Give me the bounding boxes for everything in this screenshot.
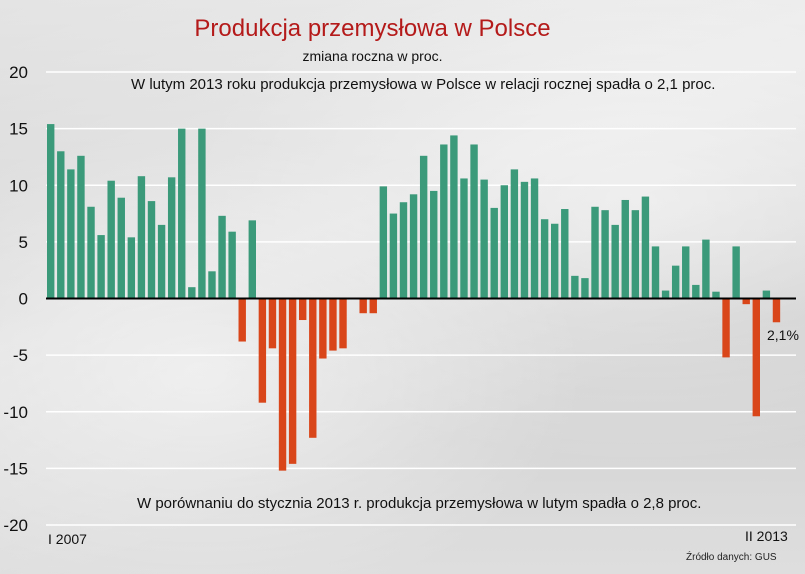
bar-positive — [661, 290, 670, 299]
bar-positive — [57, 151, 65, 299]
bar-positive — [97, 235, 105, 299]
bar-positive — [480, 179, 488, 299]
bar-positive — [107, 180, 115, 299]
bar-negative — [278, 298, 287, 471]
bar-positive — [621, 199, 629, 299]
bar-positive — [530, 178, 539, 299]
bar-negative — [268, 298, 277, 349]
bar-positive — [671, 265, 680, 299]
bar-negative — [742, 298, 750, 305]
bar-positive — [591, 206, 599, 299]
bar-positive — [732, 246, 740, 299]
bar-positive — [248, 220, 256, 299]
bar-negative — [752, 298, 760, 417]
bar-positive — [167, 177, 176, 299]
bar-positive — [409, 194, 418, 299]
bar-positive — [399, 202, 408, 299]
bar-positive — [460, 178, 468, 299]
bar-positive — [157, 224, 166, 299]
bar-positive — [762, 290, 771, 299]
y-tick-label: 15 — [9, 120, 28, 139]
bar-positive — [178, 128, 186, 299]
y-tick-label: -5 — [13, 346, 28, 365]
bar-positive — [651, 246, 660, 299]
bar-positive — [510, 169, 519, 299]
bar-positive — [682, 246, 690, 299]
bar-positive — [218, 215, 226, 299]
bars — [47, 124, 781, 471]
y-tick-label: -15 — [3, 459, 28, 478]
bar-negative — [258, 298, 267, 403]
bar-positive — [500, 185, 508, 299]
bar-positive — [147, 201, 156, 299]
bar-positive — [611, 224, 619, 299]
bar-positive — [67, 169, 75, 299]
chart-title: Produkcja przemysłowa w Polsce — [194, 15, 551, 42]
bar-negative — [299, 298, 307, 321]
bar-positive — [551, 223, 559, 299]
bar-positive — [520, 181, 529, 299]
bar-positive — [228, 231, 236, 299]
bar-positive — [631, 210, 640, 299]
y-tick-label: 5 — [19, 233, 28, 252]
bar-negative — [339, 298, 347, 349]
bar-positive — [692, 284, 700, 299]
bar-positive — [419, 155, 428, 299]
bar-positive — [450, 135, 458, 299]
annotation-top: W lutym 2013 roku produkcja przemysłowa … — [131, 76, 716, 93]
x-axis-end-label: II 2013 — [745, 528, 788, 544]
bar-negative — [309, 298, 317, 438]
bar-negative — [288, 298, 297, 464]
bar-positive — [208, 271, 216, 299]
y-tick-label: 10 — [9, 176, 28, 195]
bar-positive — [188, 287, 196, 299]
bar-positive — [127, 237, 136, 299]
bar-positive — [540, 219, 549, 299]
bar-positive — [430, 190, 438, 299]
bar-positive — [87, 206, 95, 299]
annotation-bottom: W porównaniu do stycznia 2013 r. produkc… — [137, 495, 702, 512]
y-tick-label: 0 — [19, 290, 28, 309]
bar-negative — [319, 298, 327, 359]
bar-positive — [389, 213, 398, 299]
bar-positive — [561, 209, 569, 299]
bar-positive — [470, 144, 478, 299]
y-axis-tick-labels: 20 15 10 5 0 -5 -10 -15 -20 — [3, 63, 28, 535]
bar-positive — [47, 124, 55, 299]
y-tick-label: -10 — [3, 403, 28, 422]
bar-positive — [379, 186, 388, 299]
last-value-label: 2,1% — [767, 327, 799, 343]
source-note: Źródło danych: GUS — [686, 552, 777, 563]
bar-negative — [359, 298, 367, 314]
bar-negative — [722, 298, 730, 358]
bar-positive — [702, 239, 710, 299]
chart-subtitle: zmiana roczna w proc. — [302, 48, 443, 64]
bar-positive — [581, 278, 589, 299]
bar-negative — [772, 298, 781, 323]
bar-positive — [77, 155, 85, 299]
bar-positive — [117, 197, 125, 299]
y-tick-label: -20 — [3, 516, 28, 535]
bar-positive — [571, 275, 579, 299]
bar-negative — [329, 298, 337, 351]
bar-positive — [712, 291, 720, 299]
y-tick-label: 20 — [9, 63, 28, 82]
bar-positive — [641, 196, 650, 299]
bar-positive — [198, 128, 206, 299]
bar-positive — [137, 176, 146, 299]
bar-negative — [369, 298, 377, 314]
bar-positive — [440, 144, 448, 299]
x-axis-start-label: I 2007 — [48, 531, 87, 547]
bar-negative — [238, 298, 246, 342]
bar-positive — [490, 207, 498, 299]
bar-positive — [601, 210, 609, 299]
